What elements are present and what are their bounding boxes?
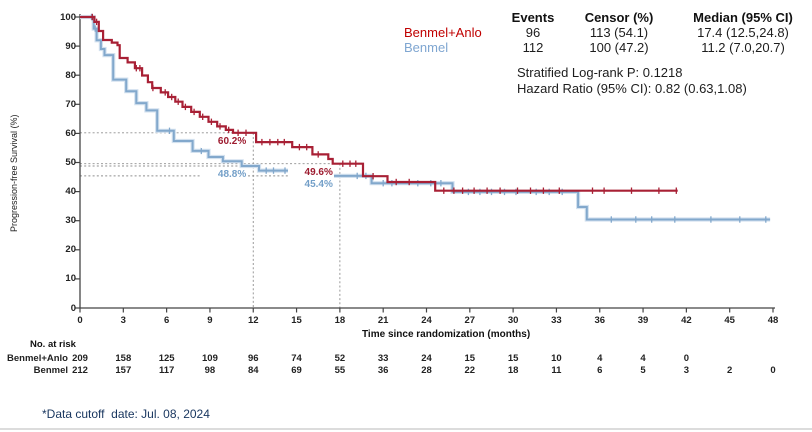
axis-lines [79,14,775,309]
legend-label-benmel-anlo: Benmel+Anlo [404,25,482,40]
y-axis-title: Progression-free Survival (%) [9,114,19,232]
bottom-divider [0,428,812,430]
risk-count: 36 [377,364,389,376]
km-curve-benmel-anlo [80,15,678,192]
risk-count: 3 [683,364,690,376]
legend-median-benmel: 11.2 (7.0,20.7) [701,40,785,55]
legend-median-benmel-anlo: 17.4 (12.5,24.8) [697,25,789,40]
legend-censor-benmel-anlo: 113 (54.1) [589,25,649,40]
risk-count: 0 [770,364,776,376]
risk-count: 28 [421,364,432,376]
legend-censor-benmel: 100 (47.2) [589,40,649,55]
legend-events-benmel: 112 [522,40,544,55]
risk-count: 212 [72,364,88,376]
legend-label-benmel: Benmel [404,40,449,55]
risk-count: 6 [597,364,603,376]
risk-count: 22 [464,364,476,376]
data-cutoff-footnote: *Data cutoff date: Jul. 08, 2024 [42,407,210,421]
risk-count: 2 [727,364,733,376]
legend-table: Events Censor (%) Median (95% CI) Benmel… [404,10,812,55]
stats-block: Stratified Log-rank P: 0.1218 Hazard Rat… [517,65,747,97]
risk-count: 117 [158,364,175,376]
logrank-p-value: Stratified Log-rank P: 0.1218 [517,65,683,80]
hazard-ratio: Hazard Ratio (95% CI): 0.82 (0.63,1.08) [517,81,747,96]
risk-count: 18 [507,364,519,376]
legend-events-benmel-anlo: 96 [525,25,541,40]
risk-count: 98 [204,364,216,376]
km-chart-canvas [75,13,775,313]
risk-row-label-benmel-anlo: Benmel+Anlo [7,353,68,364]
risk-count: 11 [551,364,562,376]
risk-count: 55 [334,364,346,376]
risk-count: 5 [640,364,646,376]
legend-header-spacer [404,10,500,25]
km-curve-benmel [80,16,771,221]
risk-table-title: No. at risk [30,339,76,350]
x-axis-title: Time since randomization (months) [362,329,531,340]
risk-count: 69 [291,364,302,376]
risk-count: 84 [247,364,259,376]
risk-row-label-benmel: Benmel [33,364,68,376]
risk-count: 157 [115,364,132,376]
legend-header-events: Events [511,10,555,25]
legend-header-median: Median (95% CI) [693,10,793,25]
legend-header-censor: Censor (%) [584,10,654,25]
